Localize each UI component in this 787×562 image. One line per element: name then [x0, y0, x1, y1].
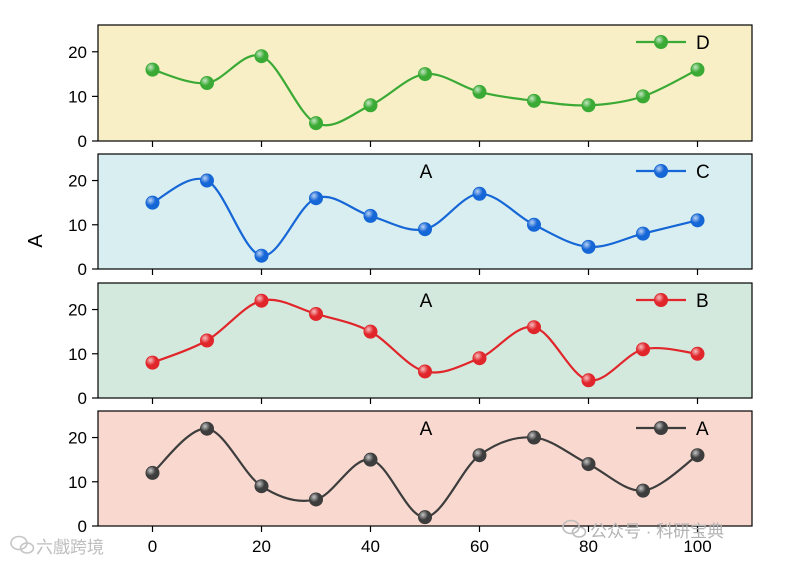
data-point: [636, 342, 651, 357]
x-tick-label: 0: [148, 537, 157, 556]
data-point: [199, 421, 214, 436]
data-point: [636, 226, 651, 241]
y-tick-label: 0: [78, 517, 87, 536]
panel-b: 0 10 20 A B: [68, 282, 753, 408]
data-point: [145, 195, 160, 210]
x-tick-label: 40: [361, 537, 380, 556]
data-point: [527, 430, 542, 445]
data-point: [417, 364, 432, 379]
data-point: [363, 98, 378, 113]
data-point: [581, 373, 596, 388]
y-tick-label: 0: [78, 132, 87, 151]
data-point: [254, 293, 269, 308]
legend-marker: [654, 420, 669, 435]
data-point: [636, 89, 651, 104]
data-point: [690, 62, 705, 77]
legend-marker: [654, 35, 669, 50]
data-point: [527, 320, 542, 335]
watermark-right-text: 公众号 · 科研宝典: [590, 522, 724, 541]
y-axis-title: A: [25, 234, 47, 248]
data-point: [145, 355, 160, 370]
y-tick-label: 10: [68, 87, 87, 106]
y-tick-label: 10: [68, 345, 87, 364]
series-line-d: [152, 54, 698, 127]
x-tick-label: 100: [683, 537, 711, 556]
data-point: [363, 324, 378, 339]
panel-background: [97, 153, 753, 270]
panel-annotation: A: [420, 291, 433, 312]
y-tick-label: 20: [68, 172, 87, 191]
data-point: [308, 191, 323, 206]
data-point: [308, 492, 323, 507]
data-point: [581, 239, 596, 254]
data-point: [308, 116, 323, 131]
watermark-left-text: 六戲跨境: [36, 538, 104, 557]
data-point: [472, 351, 487, 366]
data-point: [690, 448, 705, 463]
data-point: [472, 84, 487, 99]
panel-d: 0 10 20 D: [68, 24, 753, 151]
y-tick-label: 10: [68, 216, 87, 235]
watermark-left: 六戲跨境: [10, 535, 104, 557]
data-point: [199, 173, 214, 188]
data-point: [199, 333, 214, 348]
wechat-logo-icon: [562, 519, 587, 538]
data-point: [363, 208, 378, 223]
data-point: [254, 49, 269, 64]
y-tick-label: 20: [68, 429, 87, 448]
data-point: [308, 306, 323, 321]
panel-annotation: A: [420, 162, 433, 183]
legend-label: B: [696, 291, 709, 312]
legend-label: A: [696, 419, 709, 440]
panel-c: 0 10 20 A C: [68, 153, 753, 279]
x-tick-label: 60: [470, 537, 489, 556]
y-tick-label: 0: [78, 389, 87, 408]
legend-marker: [654, 163, 669, 178]
data-point: [636, 483, 651, 498]
panel-a: 0 10 20 A A: [68, 410, 753, 536]
data-point: [417, 67, 432, 82]
data-point: [581, 457, 596, 472]
data-point: [581, 98, 596, 113]
data-point: [417, 510, 432, 525]
data-point: [690, 346, 705, 361]
data-point: [472, 186, 487, 201]
y-tick-label: 10: [68, 473, 87, 492]
panel-annotation: A: [420, 419, 433, 440]
data-point: [417, 222, 432, 237]
data-point: [254, 479, 269, 494]
data-point: [199, 76, 214, 91]
y-tick-label: 20: [68, 43, 87, 62]
y-tick-label: 20: [68, 301, 87, 320]
legend-marker: [654, 292, 669, 307]
watermark-right: 公众号 · 科研宝典: [562, 519, 724, 541]
legend-label: D: [696, 33, 710, 54]
x-axis: 0 20 40 60 80 100: [148, 537, 712, 556]
y-tick-label: 0: [78, 260, 87, 279]
data-point: [145, 62, 160, 77]
data-point: [363, 452, 378, 467]
data-point: [527, 217, 542, 232]
data-point: [690, 213, 705, 228]
x-tick-label: 20: [252, 537, 271, 556]
legend-label: C: [696, 162, 710, 183]
x-tick-label: 80: [579, 537, 598, 556]
data-point: [527, 93, 542, 108]
data-point: [254, 248, 269, 263]
data-point: [472, 448, 487, 463]
wechat-logo-icon: [10, 535, 35, 554]
data-point: [145, 465, 160, 480]
panels-group: 0 10 20 D 0 10 20 A C 0 10 20 A B 0 10 20 A A: [68, 24, 753, 536]
